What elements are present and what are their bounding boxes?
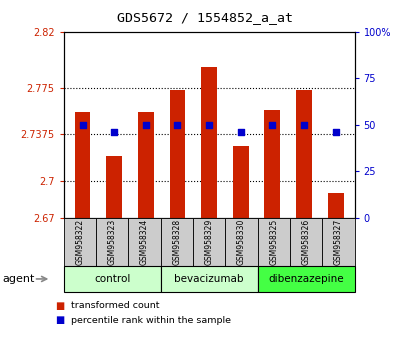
Text: control: control [94,274,130,284]
Bar [169,90,185,218]
Text: bevacizumab: bevacizumab [174,274,243,284]
Text: agent: agent [2,274,34,284]
Bar [74,113,90,218]
Point [205,122,212,127]
Text: GSM958327: GSM958327 [333,218,342,265]
Point [142,122,149,127]
Text: GDS5672 / 1554852_a_at: GDS5672 / 1554852_a_at [117,11,292,24]
Text: GSM958328: GSM958328 [172,218,181,265]
Text: percentile rank within the sample: percentile rank within the sample [71,315,230,325]
Text: GSM958324: GSM958324 [139,218,148,265]
Point [268,122,275,127]
Text: GSM958330: GSM958330 [236,218,245,265]
Point [332,130,338,135]
Bar [295,90,311,218]
Point [79,122,85,127]
Bar [327,193,343,218]
Text: GSM958325: GSM958325 [269,218,278,265]
Point [237,130,243,135]
Text: GSM958329: GSM958329 [204,218,213,265]
Text: GSM958322: GSM958322 [75,218,84,265]
Bar [106,156,122,218]
Bar [232,146,248,218]
Point [110,130,117,135]
Point [300,122,307,127]
Bar [137,113,153,218]
Bar [264,110,280,218]
Text: transformed count: transformed count [71,301,159,310]
Point [174,122,180,127]
Text: dibenzazepine: dibenzazepine [267,274,343,284]
Text: GSM958326: GSM958326 [301,218,310,265]
Text: ■: ■ [55,315,65,325]
Bar [201,67,216,218]
Text: GSM958323: GSM958323 [107,218,116,265]
Text: ■: ■ [55,301,65,311]
